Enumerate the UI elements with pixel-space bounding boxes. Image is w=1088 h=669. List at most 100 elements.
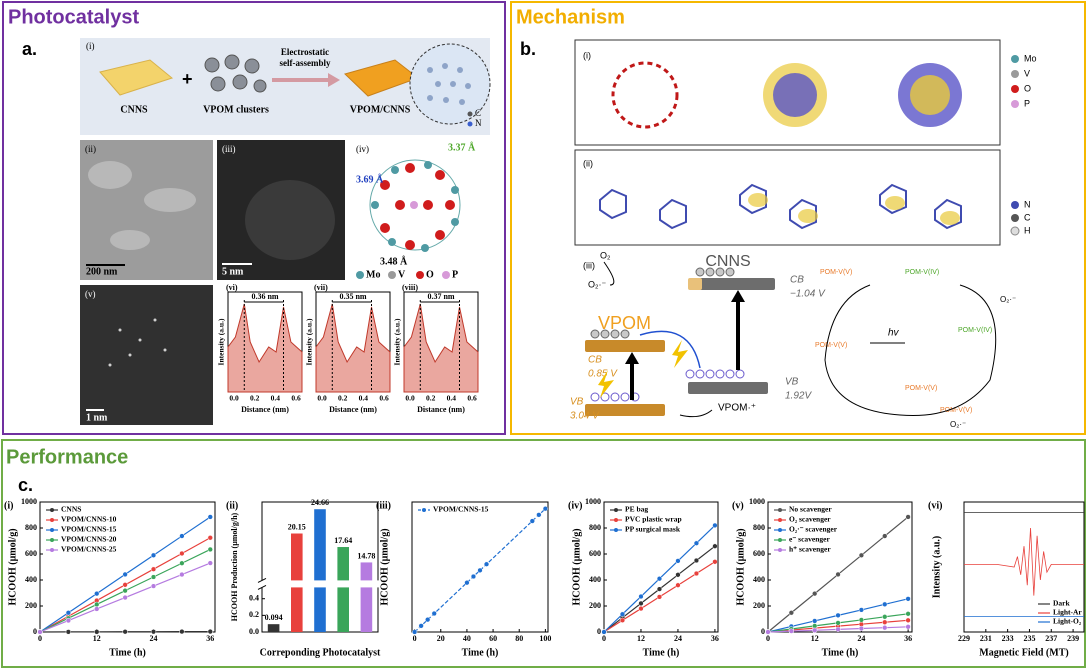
arrowhead bbox=[328, 73, 340, 87]
legend-text: V bbox=[1024, 68, 1030, 78]
data-point bbox=[122, 588, 128, 594]
x-tick-label: 233 bbox=[1002, 634, 1014, 643]
data-point bbox=[179, 560, 185, 566]
data-point bbox=[542, 506, 549, 512]
data-point bbox=[812, 591, 818, 597]
pathway-species: POM-V(V) bbox=[820, 269, 852, 276]
structure-legend bbox=[356, 271, 450, 279]
decoration bbox=[395, 200, 405, 210]
distance-label: 3.69 Å bbox=[356, 173, 384, 185]
data-point bbox=[765, 629, 771, 635]
y-tick-label: 800 bbox=[589, 523, 601, 532]
decoration bbox=[427, 67, 433, 73]
legend-text: VPOM/CNNS-20 bbox=[61, 535, 117, 544]
decoration bbox=[416, 271, 424, 279]
x-tick-label: 0 bbox=[602, 634, 606, 643]
decoration bbox=[748, 193, 768, 207]
y-tick-label: 800 bbox=[25, 523, 37, 532]
data-point bbox=[638, 593, 644, 600]
x-tick-label: 12 bbox=[93, 634, 101, 643]
arrowhead bbox=[731, 290, 745, 302]
orbital-structures bbox=[611, 55, 1019, 129]
data-point bbox=[94, 629, 100, 635]
decoration bbox=[773, 73, 817, 117]
data-point bbox=[179, 533, 185, 539]
image-label: (iv) bbox=[356, 144, 369, 154]
y-tick-label: 400 bbox=[589, 575, 601, 584]
x-tick-label: 12 bbox=[811, 634, 819, 643]
decoration bbox=[445, 200, 455, 210]
decoration bbox=[600, 329, 610, 339]
decoration bbox=[435, 170, 445, 180]
decoration bbox=[405, 240, 415, 250]
data-point bbox=[858, 617, 865, 623]
x-tick-label: 12 bbox=[637, 634, 645, 643]
x-axis-title: Distance (nm) bbox=[241, 405, 289, 414]
legend-text: Light-O₂ bbox=[1053, 617, 1082, 626]
light-icon bbox=[598, 370, 614, 398]
scheme-text: CNNS bbox=[120, 104, 148, 115]
x-axis-title: Magnetic Field (MT) bbox=[979, 647, 1068, 658]
x-tick-label: 0.4 bbox=[271, 394, 281, 403]
break-mark bbox=[257, 577, 267, 583]
panel-border bbox=[510, 1, 1086, 435]
decoration bbox=[459, 99, 465, 105]
cnns-structures bbox=[599, 183, 962, 230]
decoration bbox=[885, 196, 905, 210]
decoration bbox=[405, 163, 415, 173]
y-axis-title: Intensity (a.u.) bbox=[217, 318, 226, 365]
x-tick-label: 36 bbox=[904, 634, 912, 643]
y-tick-label: 800 bbox=[753, 523, 765, 532]
data-point bbox=[37, 629, 43, 635]
scale-text: 5 nm bbox=[222, 266, 244, 277]
band-label: CB bbox=[588, 355, 602, 366]
decoration bbox=[715, 267, 725, 277]
x-tick-label: 0.0 bbox=[317, 394, 327, 403]
y-tick-label: 1000 bbox=[749, 497, 765, 506]
x-tick-label: 40 bbox=[463, 634, 471, 643]
profile-label: (viii) bbox=[402, 283, 418, 292]
legend-marker bbox=[50, 518, 54, 522]
data-point bbox=[835, 626, 841, 633]
light-label: hv bbox=[888, 328, 900, 339]
decoration bbox=[620, 392, 630, 402]
legend-text: N bbox=[1024, 199, 1031, 209]
tem-texture bbox=[245, 180, 335, 260]
plot-frame bbox=[411, 501, 549, 633]
x-tick-label: 0.4 bbox=[359, 394, 369, 403]
plot-frame bbox=[963, 501, 1085, 633]
data-point bbox=[122, 629, 128, 635]
data-point bbox=[675, 572, 681, 578]
data-point bbox=[94, 606, 100, 612]
x-tick-label: 239 bbox=[1067, 634, 1079, 643]
data-point bbox=[882, 614, 888, 620]
data-point bbox=[150, 574, 157, 580]
decoration bbox=[435, 230, 445, 240]
light-icon bbox=[672, 340, 688, 368]
data-point bbox=[712, 543, 718, 549]
legend-text: O₂ scavenger bbox=[789, 515, 831, 524]
decoration bbox=[590, 329, 600, 339]
decoration bbox=[715, 369, 725, 379]
x-axis-title: Time (h) bbox=[109, 647, 146, 658]
profile-label: (vi) bbox=[226, 283, 238, 292]
data-point bbox=[207, 535, 213, 541]
pathway-species: O₂·⁻ bbox=[950, 420, 966, 429]
decoration bbox=[371, 201, 379, 209]
band-potential: 1.92V bbox=[785, 391, 812, 402]
y-axis-title: HCOOH (μmol/g) bbox=[379, 528, 390, 605]
data-point bbox=[638, 605, 644, 612]
species: O₂·⁻ bbox=[588, 279, 606, 289]
band-label: VB bbox=[785, 377, 799, 388]
profile-label: (vii) bbox=[314, 283, 328, 292]
y-tick-label: 1000 bbox=[585, 497, 601, 506]
x-tick-label: 0.6 bbox=[467, 394, 477, 403]
arrow-text: Electrostatic bbox=[281, 47, 329, 57]
band-label: VB bbox=[570, 397, 584, 408]
chart-label: (iv) bbox=[568, 500, 582, 511]
y-tick-label: 600 bbox=[753, 549, 765, 558]
tem-texture bbox=[88, 161, 196, 250]
data-point bbox=[65, 610, 72, 616]
arrow bbox=[603, 261, 615, 286]
legend-text: Light-Ar bbox=[1053, 608, 1082, 617]
